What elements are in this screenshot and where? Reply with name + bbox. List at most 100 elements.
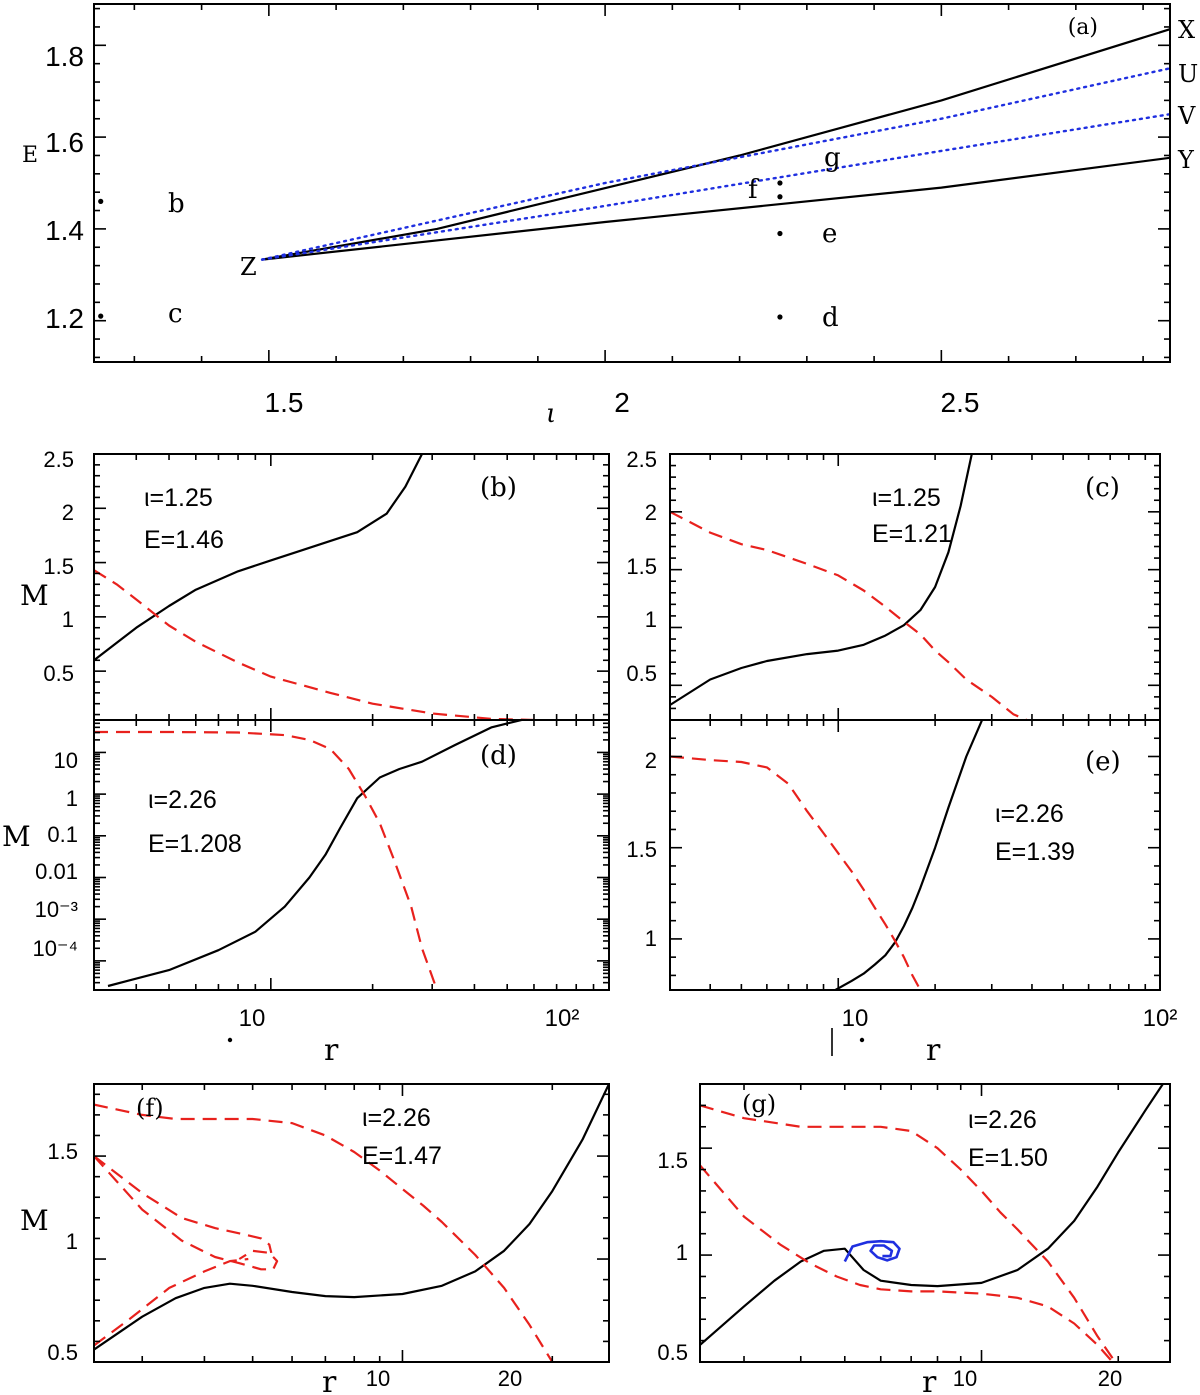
panel-f-ytick: 0.5	[47, 1340, 78, 1365]
panel-d: (d) ι=2.26 E=1.208 M 10 1 0.1 0.01 10⁻³ …	[2, 719, 610, 1068]
panel-g-xtick: 10	[953, 1366, 977, 1391]
panel-d-frame	[93, 719, 610, 991]
panel-d-annotation-e: E=1.208	[148, 830, 242, 858]
series-b-1-line	[94, 569, 535, 720]
point-label-b: b	[168, 189, 185, 219]
panel-c-ytick: 1.5	[626, 554, 657, 579]
panel-f-annotation-iota: ι=2.26	[362, 1104, 431, 1132]
panel-g-series	[700, 1084, 1165, 1362]
panel-e-annotation-e: E=1.39	[995, 838, 1075, 866]
panel-c: (c) ι=1.25 E=1.21 2.5 2 1.5 1 0.5	[626, 447, 1161, 721]
panel-f-ytick: 1.5	[47, 1139, 78, 1164]
panel-c-annotation-iota: ι=1.25	[872, 484, 941, 512]
panel-g-center-dot	[859, 1037, 865, 1043]
panel-d-ytick: 10⁻⁴	[32, 936, 78, 961]
panel-c-ytick: 0.5	[626, 661, 657, 686]
panel-d-xtick: 10²	[545, 1005, 580, 1032]
panel-a-label: (a)	[1068, 15, 1098, 40]
series-f-1-line	[94, 1103, 554, 1362]
panel-f-frame	[93, 1083, 610, 1363]
panel-f-ylabel: M	[20, 1204, 49, 1237]
panel-e-ytick: 1.5	[626, 837, 657, 862]
panel-e-frame	[669, 719, 1161, 991]
panel-f-ticks	[94, 1084, 609, 1363]
panel-f-annotation-e: E=1.47	[362, 1142, 442, 1170]
panel-a-frame	[93, 3, 1171, 363]
panel-d-annotation-iota: ι=2.26	[148, 786, 217, 814]
panel-a-xlabel: ι	[546, 399, 556, 429]
panel-c-label: (c)	[1085, 473, 1120, 503]
panel-f-xtick: 10	[366, 1366, 390, 1391]
panel-b-series	[94, 454, 535, 720]
series-f-2-line	[94, 1155, 273, 1254]
panel-c-annotation-e: E=1.21	[872, 520, 952, 548]
panel-f-ytick: 1	[66, 1229, 78, 1254]
point-c	[98, 313, 104, 319]
panel-e-xlabel: r	[926, 1033, 941, 1068]
panel-d-ytick: 10	[54, 748, 78, 773]
panel-a-series	[260, 28, 1170, 261]
panel-f: (f) ι=2.26 E=1.47 M 1.5 1 0.5 10 20 r	[20, 1037, 610, 1395]
point-label-e: e	[822, 219, 837, 249]
panel-g-xtick: 20	[1098, 1366, 1122, 1391]
panel-d-xtick: 10	[239, 1005, 266, 1032]
point-g	[777, 180, 783, 186]
series-g-3-line	[843, 1239, 901, 1263]
point-e	[777, 230, 783, 237]
panel-g: (g) ι=2.26 E=1.50 1.5 1 0.5 10 20 r	[657, 1028, 1171, 1395]
series-a-u-line	[260, 67, 1170, 261]
point-d	[777, 314, 783, 320]
panel-g-annotation-iota: ι=2.26	[968, 1106, 1037, 1134]
panel-f-series	[94, 1084, 609, 1362]
panel-b-ytick: 0.5	[43, 661, 74, 686]
panel-c-ytick: 2.5	[626, 447, 657, 472]
series-a-y-line	[261, 156, 1170, 261]
panel-e-ytick: 2	[645, 748, 657, 773]
series-f-4-line	[94, 1257, 249, 1347]
panel-e-annotation-iota: ι=2.26	[995, 800, 1064, 828]
panel-b-annotation-e: E=1.46	[144, 526, 224, 554]
panel-g-label: (g)	[742, 1090, 776, 1118]
series-c-1-line	[670, 510, 1030, 720]
panel-e-xtick: 10²	[1143, 1005, 1178, 1032]
panel-d-ytick: 0.01	[35, 859, 78, 884]
series-d-1-line	[94, 730, 439, 990]
point-label-d: d	[822, 303, 839, 333]
series-c-0-line	[670, 454, 973, 706]
curve-label-x: X	[1178, 16, 1195, 44]
panel-a-ytick: 1.4	[45, 215, 84, 246]
panel-b-ytick: 2.5	[43, 447, 74, 472]
panel-f-label: (f)	[136, 1094, 164, 1122]
panel-a-ylabel: E	[22, 143, 38, 168]
point-f	[777, 194, 783, 200]
panel-b-ylabel: M	[20, 579, 49, 612]
point-label-f: f	[748, 175, 760, 205]
panel-e-ytick: 1	[645, 926, 657, 951]
curve-label-y: Y	[1177, 146, 1195, 174]
panel-e: (e) ι=2.26 E=1.39 2 1.5 1 10 10² r	[626, 719, 1178, 1068]
panel-d-xlabel: r	[324, 1033, 339, 1068]
panel-b-ytick: 2	[62, 500, 74, 525]
point-label-g: g	[824, 143, 841, 173]
series-f-3-line	[94, 1155, 279, 1271]
panel-b-ytick: 1.5	[43, 554, 74, 579]
panel-c-ytick: 1	[645, 607, 657, 632]
panel-d-ylabel: M	[2, 820, 31, 853]
panel-c-series	[670, 454, 1030, 720]
panel-e-xtick: 10	[842, 1005, 869, 1032]
panel-b-ytick: 1	[62, 607, 74, 632]
series-b-0-line	[94, 454, 423, 662]
series-g-2-line	[700, 1164, 1115, 1362]
point-label-c: c	[168, 299, 183, 329]
panel-d-series	[94, 720, 529, 990]
series-a-v-line	[260, 112, 1170, 261]
panel-a-xtick: 2.5	[941, 387, 980, 418]
series-d-0-line	[107, 720, 529, 988]
panel-a-ytick: 1.6	[45, 127, 84, 158]
panel-d-ytick: 0.1	[47, 822, 78, 847]
panel-d-label: (d)	[480, 741, 517, 771]
panel-c-ytick: 2	[645, 500, 657, 525]
series-a-x-line	[261, 28, 1170, 261]
panel-g-ytick: 0.5	[657, 1340, 688, 1365]
